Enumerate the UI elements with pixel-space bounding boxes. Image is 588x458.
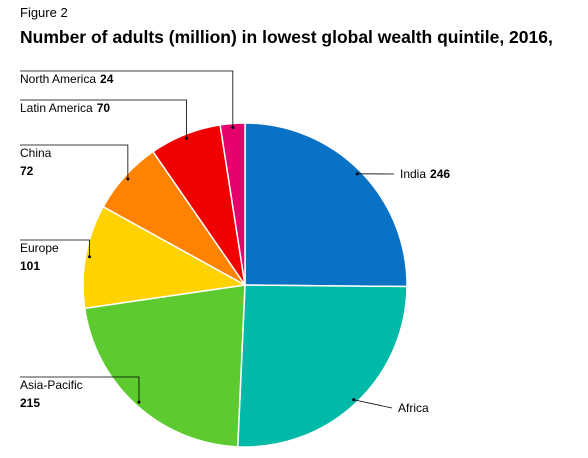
slice-label: Asia-Pacific 215: [20, 378, 83, 410]
slice-label: Africa: [398, 401, 429, 415]
value-label: 215: [20, 396, 40, 410]
leader-line: [20, 99, 187, 139]
category-name: Latin America: [20, 101, 93, 115]
slice-label: India 246: [400, 167, 450, 181]
leader-dot: [137, 400, 141, 404]
leader-dot: [355, 172, 359, 176]
slice-label: North America 24: [20, 72, 114, 86]
leader-dot: [185, 136, 189, 140]
slice-label: Latin America 70: [20, 101, 110, 115]
chart-title: Number of adults (million) in lowest glo…: [20, 27, 553, 47]
leader-line: [353, 399, 393, 409]
leader-dot: [352, 398, 356, 402]
slice-label: China 72: [20, 146, 52, 178]
leader-line: [20, 144, 129, 179]
category-name: India: [400, 167, 426, 181]
category-name: Asia-Pacific: [20, 378, 83, 392]
pie-slice: [236, 284, 408, 448]
leader-dot: [126, 177, 130, 181]
pie-slice: [83, 284, 246, 448]
leader-dot: [88, 255, 92, 259]
slice-label: Europe 101: [20, 241, 59, 273]
value-label: 246: [430, 167, 450, 181]
pie-slice: [82, 205, 248, 310]
leader-line: [20, 376, 140, 403]
category-name: Europe: [20, 241, 59, 255]
value-label: 72: [20, 164, 34, 178]
value-label: 101: [20, 259, 40, 273]
leader-dot: [231, 125, 235, 129]
value-label: 70: [97, 101, 111, 115]
category-name: Africa: [398, 401, 429, 415]
category-name: China: [20, 146, 52, 160]
leader-line: [20, 70, 234, 128]
category-name: North America: [20, 72, 96, 86]
value-label: 24: [100, 72, 114, 86]
leader-line: [20, 239, 90, 257]
pie-slice: [244, 122, 408, 288]
chart-subtitle: Figure 2: [20, 5, 68, 20]
